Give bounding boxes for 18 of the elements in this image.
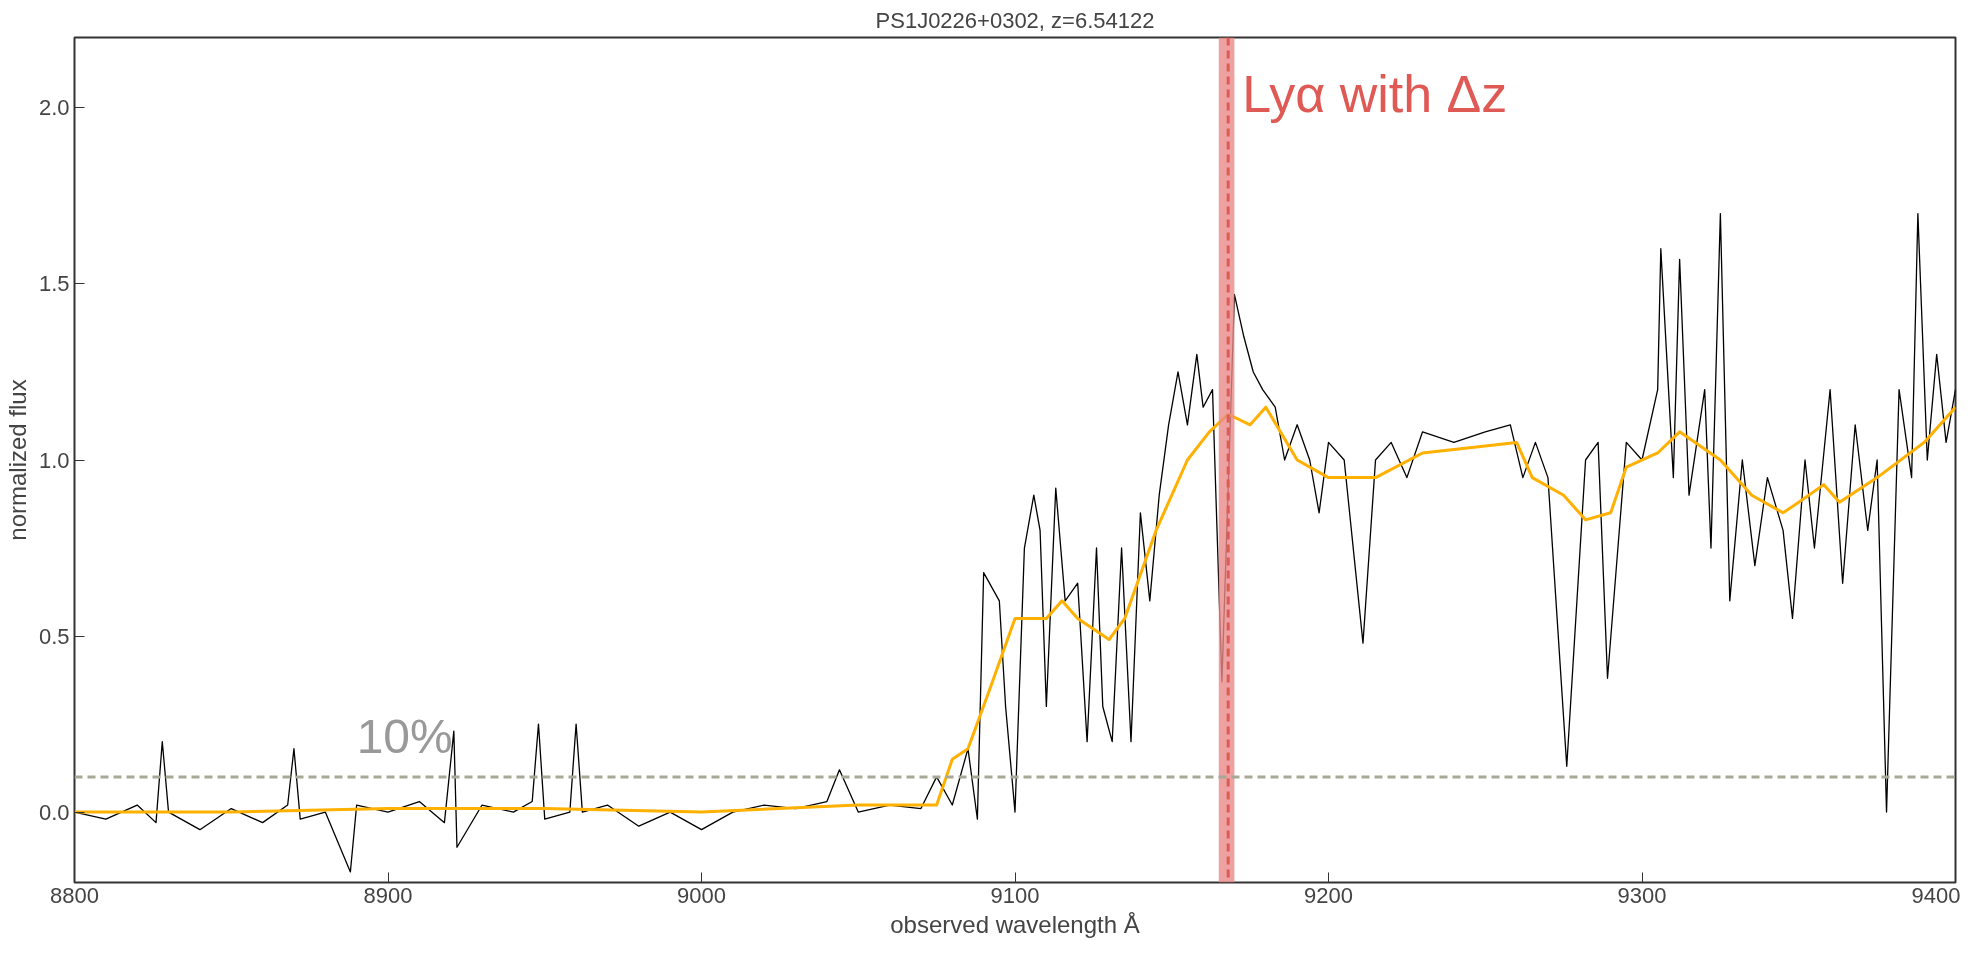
x-axis-title: observed wavelength Å [890,910,1140,938]
x-tick-label: 9200 [1304,882,1353,908]
y-tick-label: 0.5 [38,623,70,649]
x-tick-label: 8900 [363,882,413,908]
x-tick-label: 9400 [1911,882,1961,908]
x-tick-label: 9100 [990,882,1040,908]
y-tick-label: 0.0 [38,799,70,825]
line-series [74,405,1956,814]
ref-line-label: Lyα with Δz [1242,64,1508,123]
y-tick-label: 1.5 [38,271,70,297]
chart-title: PS1J0226+0302, z=6.54122 [875,7,1155,33]
y-tick-label: 2.0 [38,95,70,121]
x-tick-label: 8800 [50,882,99,908]
ref-line-label: 10% [356,709,453,763]
x-tick-label: 9000 [677,882,726,908]
y-axis-title: normalized flux [3,379,31,541]
x-tick-label: 9300 [1617,882,1667,908]
y-tick-label: 1.0 [38,447,70,473]
